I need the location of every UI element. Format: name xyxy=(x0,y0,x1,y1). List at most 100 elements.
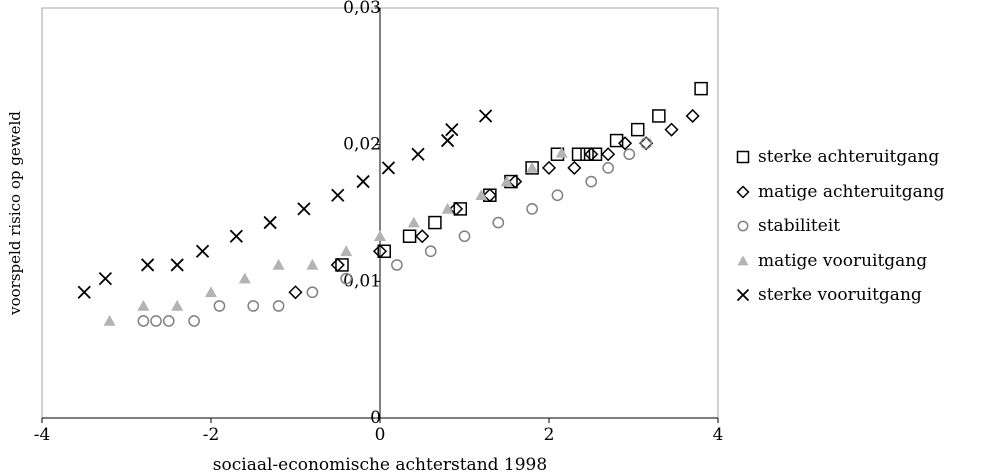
circle-data-point xyxy=(551,189,564,202)
square-data-point xyxy=(571,147,586,161)
diamond-data-point xyxy=(639,136,654,151)
square-data-point xyxy=(694,81,708,96)
circle-data-point xyxy=(602,162,615,174)
x-data-point xyxy=(98,271,113,286)
x-data-point xyxy=(140,258,155,272)
triangle-data-point xyxy=(500,175,513,187)
triangle-data-point xyxy=(205,286,217,298)
legend-item: sterke achteruitgang xyxy=(734,140,945,175)
triangle-data-point xyxy=(441,202,454,214)
diamond-data-point xyxy=(508,174,523,189)
axis-ticks xyxy=(41,7,719,423)
triangle-data-point xyxy=(238,272,251,284)
triangle-data-point xyxy=(306,258,319,270)
circle-data-point xyxy=(458,230,471,243)
x-data-point xyxy=(440,133,455,148)
x-data-point xyxy=(478,109,493,123)
circle-data-point xyxy=(585,175,598,188)
triangle-data-point xyxy=(272,258,285,270)
x-data-point xyxy=(356,174,370,189)
triangle-data-point xyxy=(407,216,420,228)
legend-label: matige vooruitgang xyxy=(758,250,928,271)
diamond-legend-marker xyxy=(736,185,750,199)
legend-label: sterke achteruitgang xyxy=(758,147,940,168)
square-legend-icon xyxy=(736,151,750,164)
diamond-data-point xyxy=(664,122,679,137)
x-data-point xyxy=(297,202,311,216)
x-data-point xyxy=(411,147,425,161)
square-data-point xyxy=(453,202,468,216)
x-data-point xyxy=(170,258,184,272)
triangle-data-point xyxy=(340,245,353,257)
diamond-data-point xyxy=(685,108,700,124)
legend-item: matige achteruitgang xyxy=(734,175,945,210)
triangle-legend-icon xyxy=(737,255,749,266)
x-tick-label: -4 xyxy=(34,425,51,445)
series-square xyxy=(335,81,708,272)
legend-item: matige vooruitgang xyxy=(734,244,945,279)
square-data-point xyxy=(652,109,666,123)
circle-data-point xyxy=(188,315,200,327)
triangle-data-point xyxy=(103,314,116,326)
diamond-data-point xyxy=(617,136,633,151)
x-legend-marker xyxy=(736,289,750,302)
circle-data-point xyxy=(306,286,319,299)
square-data-point xyxy=(580,147,594,161)
x-data-point xyxy=(263,215,277,230)
triangle-data-point xyxy=(555,146,568,158)
series-triangle xyxy=(103,146,568,326)
square-data-point xyxy=(335,258,349,272)
diamond-data-point xyxy=(288,285,303,300)
y-tick-label: 0 xyxy=(370,408,381,428)
circle-data-point xyxy=(623,148,636,161)
triangle-legend-marker xyxy=(737,255,749,266)
diamond-legend-icon xyxy=(736,185,750,199)
circle-data-point xyxy=(391,259,403,271)
square-data-point xyxy=(588,147,603,161)
legend-label: matige achteruitgang xyxy=(758,181,945,202)
square-data-point xyxy=(377,244,391,259)
triangle-data-point xyxy=(171,299,184,311)
circle-data-point xyxy=(640,137,653,150)
x-data-point xyxy=(195,244,210,258)
square-data-point xyxy=(630,122,645,137)
legend-item: sterke vooruitgang xyxy=(734,278,945,313)
circle-data-point xyxy=(424,245,437,258)
diamond-data-point xyxy=(601,147,616,162)
diamond-data-point xyxy=(330,257,345,272)
diamond-data-point xyxy=(584,147,599,162)
diamond-data-point xyxy=(541,160,557,175)
x-axis-label: sociaal-economische achterstand 1998 xyxy=(213,455,547,475)
y-tick-label: 0,03 xyxy=(343,0,381,18)
legend-item: stabiliteit xyxy=(734,209,945,244)
series-circle xyxy=(137,137,653,327)
legend-label: sterke vooruitgang xyxy=(758,285,922,306)
triangle-data-point xyxy=(526,161,539,173)
triangle-data-point xyxy=(475,189,488,201)
x-legend-icon xyxy=(736,289,750,302)
x-tick-label: 2 xyxy=(544,425,555,445)
circle-data-point xyxy=(340,272,353,285)
circle-data-point xyxy=(492,216,505,229)
x-data-point xyxy=(229,229,243,243)
circle-data-point xyxy=(213,300,226,312)
y-tick-label: 0,02 xyxy=(343,135,381,155)
triangle-data-point xyxy=(374,230,386,242)
series-x xyxy=(77,109,493,299)
square-legend-marker xyxy=(736,151,750,164)
x-data-point xyxy=(77,285,91,299)
y-axis-label: voorspeld risico op geweld xyxy=(6,111,24,316)
square-data-point xyxy=(428,215,442,230)
x-tick-label: 4 xyxy=(713,425,724,445)
x-data-point xyxy=(331,188,345,202)
y-tick-label: 0,01 xyxy=(343,271,381,291)
x-data-point xyxy=(445,122,459,137)
x-tick-label: -2 xyxy=(203,425,220,445)
triangle-data-point xyxy=(137,299,150,311)
circle-data-point xyxy=(526,203,538,215)
diamond-data-point xyxy=(448,201,464,216)
circle-data-point xyxy=(162,315,175,327)
circle-data-point xyxy=(150,315,162,327)
diamond-data-point xyxy=(372,244,388,259)
